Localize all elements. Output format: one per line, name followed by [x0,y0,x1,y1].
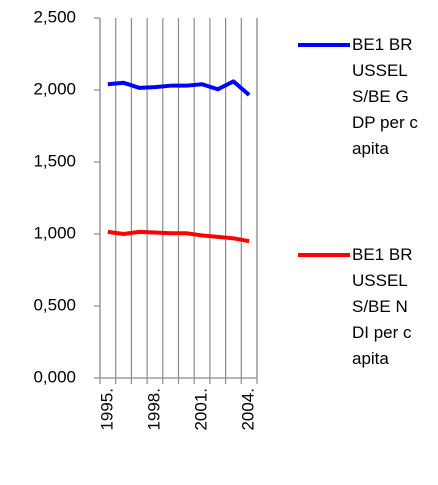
y-tick-label: 1,500 [33,151,76,170]
legend-label: BE1 BRUSSELS/BE NDI per capita [352,245,413,368]
series-line [107,79,251,97]
y-tick-label: 2,000 [33,79,76,98]
y-tick-label: 0,000 [33,367,76,386]
x-tick-label: 1995. [97,388,116,431]
x-tick-label: 2004. [239,388,258,431]
y-tick-label: 1,000 [33,223,76,242]
x-tick-label: 1998. [144,388,163,431]
x-tick-label: 2001. [192,388,211,431]
legend-label: BE1 BRUSSELS/BE GDP per capita [352,35,418,158]
y-tick-label: 2,500 [33,7,76,26]
series-line [107,229,250,244]
y-tick-label: 0,500 [33,295,76,314]
